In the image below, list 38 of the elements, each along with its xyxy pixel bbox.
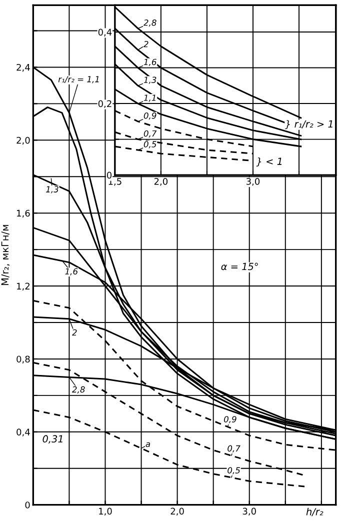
y-tick-label: 0: [106, 172, 112, 179]
y-tick-label: 0,4: [98, 28, 112, 37]
x-axis-title: h/r₂: [306, 508, 324, 516]
annotation: 2,8: [72, 386, 85, 394]
y-tick-label: 1,2: [17, 282, 30, 291]
annotation: 1,3: [46, 186, 58, 194]
annotation: 2: [72, 329, 77, 336]
y-tick-label: 2,4: [16, 64, 30, 72]
annotation: 1,1: [144, 94, 156, 102]
x-tick-label: 2,0: [154, 178, 168, 186]
y-tick-label: 0,4: [16, 428, 30, 436]
annotation: α = 15°: [221, 262, 258, 270]
y-tick-label: 2,0: [16, 136, 30, 145]
y-axis-title: M/r₂, мкГн/м: [1, 224, 10, 285]
annotation: 0,5: [144, 141, 156, 148]
annotation: r₁/r₂ = 1,1: [58, 76, 99, 84]
y-tick-label: 0: [25, 502, 30, 508]
y-tick-label: 1,6: [17, 210, 30, 218]
annotation: a: [146, 442, 150, 448]
annotation: 0,7: [228, 445, 240, 452]
annotation: 0,5: [228, 467, 240, 474]
x-tick-label: 1,0: [99, 508, 112, 516]
annotation: 1,6: [65, 268, 78, 276]
annotation: 2: [144, 40, 148, 48]
x-tick-label: 3,0: [242, 508, 256, 516]
annotation: 1,6: [144, 58, 156, 66]
annotation: 0,7: [144, 130, 157, 138]
y-tick-label: 0,8: [16, 356, 30, 364]
y-tick-label: 0,2: [98, 100, 112, 108]
x-tick-label: 3,0: [246, 178, 260, 186]
annotation: 0,31: [42, 435, 62, 444]
x-tick-label: 2,0: [170, 508, 184, 516]
annotation: 2,8: [144, 19, 156, 27]
annotation: } < 1: [256, 157, 282, 166]
annotation: 0,9: [224, 416, 236, 424]
annotation: } r₁/r₂ > 1: [285, 120, 332, 130]
annotation: 0,9: [144, 112, 156, 120]
annotation: 1,3: [144, 76, 156, 84]
